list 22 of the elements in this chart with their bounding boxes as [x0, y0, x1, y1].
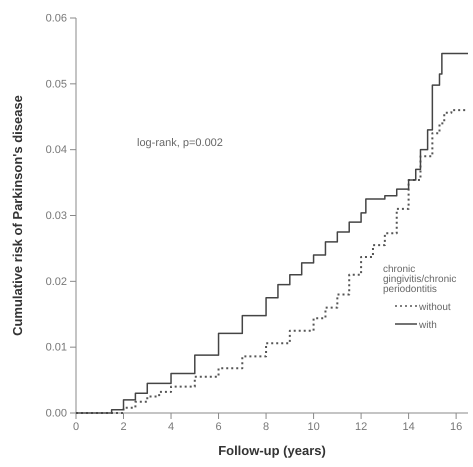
legend-title: chronic gingivitis/chronic periodontitis: [383, 264, 456, 295]
y-tick-label: 0.06: [46, 12, 67, 25]
x-tick-label: 2: [120, 420, 127, 433]
x-axis-title: Follow-up (years): [218, 443, 326, 458]
y-tick-label: 0.03: [46, 210, 67, 222]
x-tick-label: 8: [263, 420, 270, 433]
y-tick-label: 0.05: [46, 78, 67, 90]
y-tick-label: 0.04: [46, 144, 67, 156]
x-tick-label: 16: [450, 420, 462, 433]
x-tick-label: 4: [168, 420, 174, 433]
x-tick-label: 0: [72, 420, 80, 433]
x-tick-label: 6: [215, 420, 222, 433]
y-tick-label: 0.01: [46, 342, 67, 354]
x-tick-label: 12: [354, 420, 368, 433]
x-tick-label: 14: [402, 420, 415, 433]
legend-label: with: [418, 320, 437, 331]
y-tick-label: 0.02: [46, 276, 67, 288]
annotation: log-rank, p=0.002: [137, 137, 223, 149]
y-axis-title: Cumulative risk of Parkinson's disease: [10, 95, 25, 336]
legend-label: without: [418, 302, 451, 313]
y-tick-label: 0.00: [46, 408, 67, 420]
x-tick-label: 10: [307, 420, 320, 433]
